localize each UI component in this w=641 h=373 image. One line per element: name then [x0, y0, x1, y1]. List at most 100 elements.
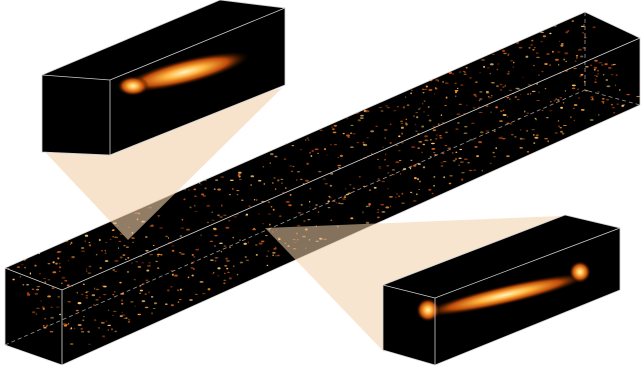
speckle — [273, 177, 276, 179]
speckle — [285, 187, 287, 189]
speckle — [398, 195, 401, 198]
speckle — [239, 261, 244, 264]
speckle — [58, 266, 62, 269]
speckle — [431, 148, 436, 150]
speckle — [554, 58, 559, 61]
speckle — [98, 326, 100, 329]
speckle — [454, 89, 459, 92]
speckle — [448, 182, 452, 185]
speckle — [84, 240, 87, 243]
speckle — [291, 145, 295, 147]
speckle — [410, 92, 412, 95]
speckle — [608, 66, 612, 69]
speckle — [52, 261, 55, 264]
speckle — [103, 293, 107, 296]
speckle — [214, 234, 218, 237]
speckle — [545, 117, 549, 119]
speckle — [267, 250, 269, 252]
speckle — [516, 88, 521, 90]
speckle — [69, 328, 72, 330]
glow-blob — [117, 76, 149, 96]
speckle — [57, 296, 60, 298]
speckle — [323, 148, 327, 151]
speckle — [550, 101, 552, 103]
speckle — [463, 73, 467, 75]
speckle — [418, 141, 423, 143]
speckle — [329, 184, 333, 187]
speckle — [430, 139, 432, 141]
speckle — [558, 125, 560, 128]
speckle — [217, 188, 222, 191]
speckle — [202, 293, 206, 295]
speckle — [515, 87, 520, 90]
speckle — [597, 114, 600, 116]
speckle — [521, 147, 523, 149]
speckle — [573, 104, 578, 106]
speckle — [506, 155, 510, 158]
speckle — [435, 138, 438, 140]
speckle — [538, 74, 540, 76]
speckle — [47, 295, 51, 298]
speckle — [152, 308, 156, 309]
zoom-volume — [41, 0, 286, 156]
speckle — [437, 80, 440, 82]
speckle — [575, 54, 579, 57]
speckle — [300, 178, 303, 180]
speckle — [395, 196, 397, 199]
speckle — [55, 306, 60, 308]
speckle — [94, 287, 96, 290]
speckle — [489, 162, 492, 165]
speckle — [621, 104, 625, 107]
speckle — [206, 205, 210, 207]
speckle — [86, 268, 88, 270]
speckle — [489, 73, 492, 75]
speckle — [237, 174, 241, 177]
speckle — [360, 114, 364, 117]
speckle — [59, 313, 62, 316]
speckle — [559, 97, 562, 99]
speckle — [52, 271, 57, 274]
speckle — [213, 271, 215, 274]
speckle — [389, 123, 392, 126]
speckle — [47, 279, 51, 281]
speckle — [145, 236, 148, 238]
speckle — [488, 97, 493, 99]
speckle — [204, 187, 207, 190]
speckle — [102, 335, 105, 338]
speckle — [493, 130, 496, 132]
speckle — [606, 85, 611, 88]
speckle — [421, 88, 425, 90]
speckle — [12, 278, 15, 281]
speckle — [428, 119, 432, 122]
speckle — [401, 202, 405, 204]
speckle — [145, 249, 149, 252]
speckle — [376, 216, 380, 219]
speckle — [509, 98, 511, 100]
speckle — [314, 148, 319, 151]
speckle — [373, 186, 377, 189]
speckle — [266, 255, 269, 257]
speckle — [469, 77, 472, 79]
speckle — [384, 158, 386, 161]
speckle — [243, 242, 247, 245]
speckle — [580, 55, 584, 58]
speckle — [269, 223, 271, 226]
speckle — [517, 98, 520, 101]
speckle — [454, 95, 457, 98]
speckle — [455, 128, 459, 131]
speckle — [77, 324, 82, 326]
speckle — [365, 205, 369, 208]
speckle — [429, 156, 432, 158]
speckle — [114, 236, 118, 239]
speckle — [575, 60, 577, 62]
speckle — [427, 106, 430, 108]
speckle — [395, 161, 400, 164]
speckle — [476, 155, 479, 158]
speckle — [549, 110, 553, 112]
speckle — [507, 53, 511, 55]
speckle — [479, 98, 483, 100]
speckle — [188, 189, 190, 191]
speckle — [405, 122, 407, 124]
speckle — [400, 126, 404, 129]
speckle — [519, 137, 523, 140]
